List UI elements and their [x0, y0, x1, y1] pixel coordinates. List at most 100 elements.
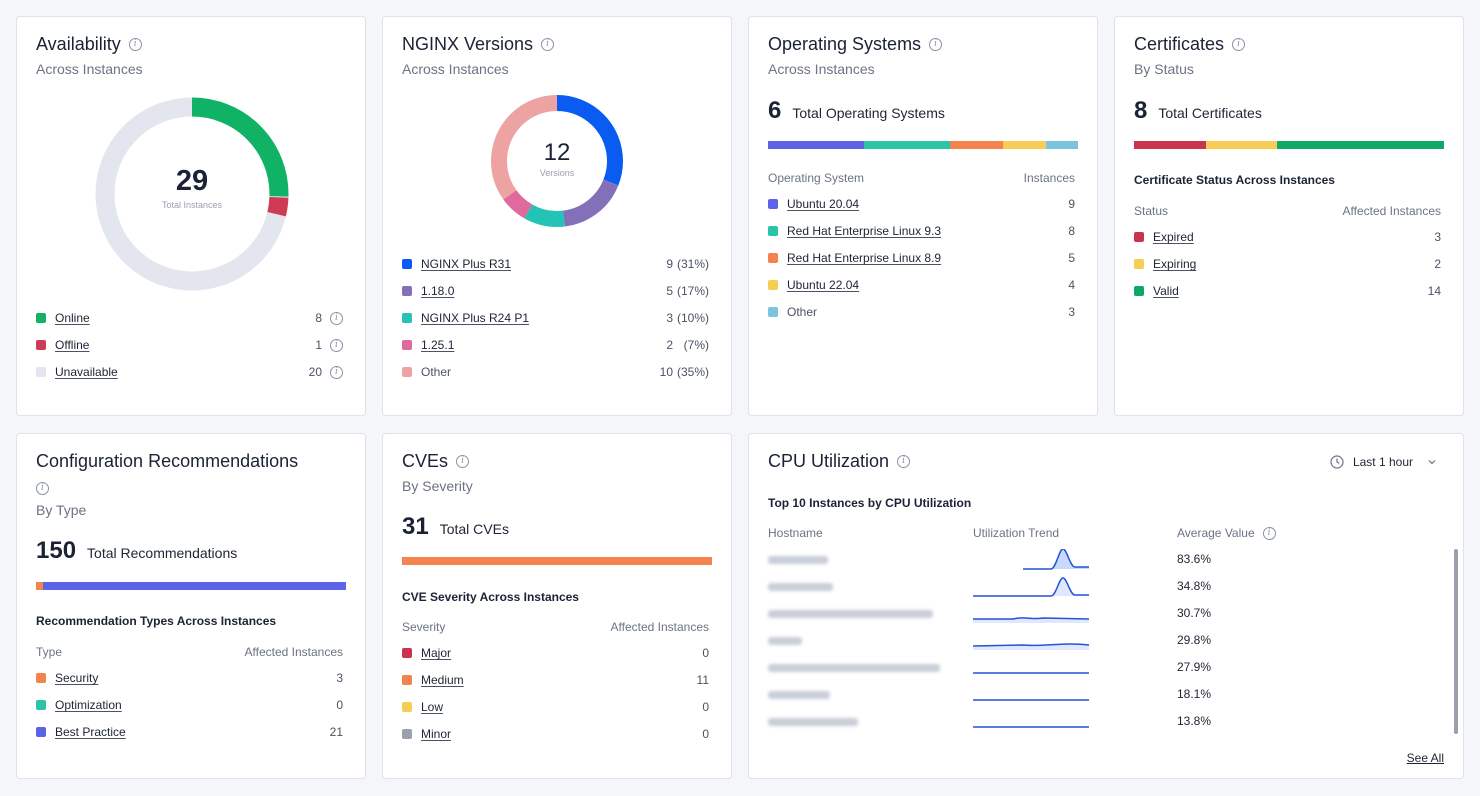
- config-recommendations-subtitle: By Type: [36, 502, 87, 518]
- bar-segment-ubuntu-22-04[interactable]: [1003, 141, 1046, 149]
- legend-row-nginx-plus-r24-p1[interactable]: NGINX Plus R24 P1 3 (10%): [402, 308, 709, 328]
- legend-label[interactable]: 1.18.0: [421, 284, 455, 298]
- legend-label[interactable]: Best Practice: [55, 725, 126, 739]
- list-item[interactable]: Expiring 2: [1134, 254, 1441, 274]
- list-item[interactable]: Optimization 0: [36, 695, 343, 715]
- hostname-blurred[interactable]: [768, 583, 833, 591]
- table-row[interactable]: 29.8%: [768, 630, 1423, 652]
- bar-segment-best-practice[interactable]: [42, 582, 346, 590]
- donut-segment-online[interactable]: [95, 97, 289, 291]
- legend-label[interactable]: Online: [55, 311, 90, 325]
- list-item[interactable]: Red Hat Enterprise Linux 8.9 5: [768, 248, 1075, 268]
- bar-segment-valid[interactable]: [1277, 141, 1444, 149]
- see-all-link[interactable]: See All: [1406, 751, 1444, 765]
- legend-label[interactable]: Ubuntu 20.04: [787, 197, 860, 211]
- cves-bar[interactable]: [402, 557, 712, 565]
- info-icon[interactable]: i: [897, 455, 911, 468]
- legend-label[interactable]: Red Hat Enterprise Linux 9.3: [787, 224, 942, 238]
- info-icon[interactable]: i: [128, 38, 142, 51]
- legend-value: 21: [329, 725, 343, 739]
- list-item[interactable]: Low 0: [402, 697, 709, 717]
- legend-label[interactable]: Red Hat Enterprise Linux 8.9: [787, 251, 942, 265]
- legend-label[interactable]: Valid: [1153, 284, 1179, 298]
- bar-segment-rhel-8-9[interactable]: [949, 141, 1004, 149]
- scrollbar[interactable]: [1454, 549, 1458, 734]
- legend-label[interactable]: Major: [421, 646, 452, 660]
- bar-segment-medium[interactable]: [402, 557, 712, 565]
- legend-label[interactable]: Expiring: [1153, 257, 1197, 271]
- info-icon[interactable]: i: [36, 482, 49, 495]
- hostname-blurred[interactable]: [768, 664, 940, 672]
- legend-row-offline[interactable]: Offline 1 i: [36, 335, 343, 355]
- legend-label[interactable]: NGINX Plus R24 P1: [421, 311, 530, 325]
- info-icon[interactable]: i: [330, 365, 343, 379]
- list-item[interactable]: Ubuntu 20.04 9: [768, 194, 1075, 214]
- info-icon[interactable]: i: [1232, 38, 1246, 51]
- legend-value: 3: [1434, 230, 1441, 244]
- bar-segment-rhel-9-3[interactable]: [864, 141, 950, 149]
- table-row[interactable]: 13.8%: [768, 711, 1423, 733]
- legend-row-online[interactable]: Online 8 i: [36, 308, 343, 328]
- list-item[interactable]: Expired 3: [1134, 227, 1441, 247]
- column-status: Status: [1134, 204, 1169, 218]
- donut-segment-nginx-plus-r24-p1[interactable]: [491, 95, 623, 227]
- cves-title: CVEs i: [402, 451, 470, 472]
- bar-segment-security[interactable]: [36, 582, 43, 590]
- legend-row-unavailable[interactable]: Unavailable 20 i: [36, 362, 343, 382]
- time-range-select[interactable]: Last 1 hour: [1330, 455, 1437, 469]
- legend-label[interactable]: Offline: [55, 338, 90, 352]
- swatch: [36, 340, 46, 350]
- table-row[interactable]: 30.7%: [768, 603, 1423, 625]
- legend-label[interactable]: Medium: [421, 673, 464, 687]
- list-item[interactable]: Ubuntu 22.04 4: [768, 275, 1075, 295]
- config-recommendations-bar[interactable]: [36, 582, 346, 590]
- hostname-blurred[interactable]: [768, 637, 802, 645]
- hostname-blurred[interactable]: [768, 718, 858, 726]
- table-row[interactable]: 18.1%: [768, 684, 1423, 706]
- table-row[interactable]: 34.8%: [768, 576, 1423, 598]
- info-icon[interactable]: i: [1262, 526, 1276, 540]
- legend-label[interactable]: Security: [55, 671, 99, 685]
- table-row[interactable]: 27.9%: [768, 657, 1423, 679]
- bar-segment-other[interactable]: [1045, 141, 1078, 149]
- legend-row-1-25-1[interactable]: 1.25.1 2 (7%): [402, 335, 709, 355]
- bar-segment-ubuntu-20-04[interactable]: [768, 141, 865, 149]
- list-item[interactable]: Best Practice 21: [36, 722, 343, 742]
- list-item[interactable]: Valid 14: [1134, 281, 1441, 301]
- bar-segment-expiring[interactable]: [1205, 141, 1278, 149]
- legend-label[interactable]: Minor: [421, 727, 452, 741]
- hostname-blurred[interactable]: [768, 556, 828, 564]
- legend-label[interactable]: Low: [421, 700, 444, 714]
- legend-label[interactable]: Optimization: [55, 698, 122, 712]
- info-icon[interactable]: i: [929, 38, 943, 51]
- list-item[interactable]: Security 3: [36, 668, 343, 688]
- legend-label[interactable]: Ubuntu 22.04: [787, 278, 860, 292]
- certificates-bar[interactable]: [1134, 141, 1444, 149]
- legend-label[interactable]: NGINX Plus R31: [421, 257, 512, 271]
- legend-label[interactable]: Unavailable: [55, 365, 118, 379]
- table-row[interactable]: 83.6%: [768, 549, 1423, 571]
- certificates-title: Certificates i: [1134, 34, 1246, 55]
- certificates-card: Certificates i By Status 8 Total Certific…: [1114, 16, 1464, 416]
- list-item[interactable]: Red Hat Enterprise Linux 9.3 8: [768, 221, 1075, 241]
- legend-label[interactable]: 1.25.1: [421, 338, 455, 352]
- info-icon[interactable]: i: [541, 38, 555, 51]
- donut-segment-other[interactable]: [491, 95, 623, 227]
- legend-label[interactable]: Expired: [1153, 230, 1194, 244]
- legend-value: 9: [666, 257, 673, 271]
- hostname-blurred[interactable]: [768, 691, 830, 699]
- hostname-blurred[interactable]: [768, 610, 933, 618]
- list-item[interactable]: Major 0: [402, 643, 709, 663]
- bar-segment-expired[interactable]: [1134, 141, 1206, 149]
- legend-row-nginx-plus-r31[interactable]: NGINX Plus R31 9 (31%): [402, 254, 709, 274]
- nginx-versions-donut[interactable]: [489, 93, 625, 229]
- info-icon[interactable]: i: [456, 455, 470, 468]
- info-icon[interactable]: i: [330, 338, 343, 352]
- list-item[interactable]: Medium 11: [402, 670, 709, 690]
- list-item[interactable]: Minor 0: [402, 724, 709, 744]
- info-icon[interactable]: i: [330, 311, 343, 325]
- availability-donut[interactable]: [92, 94, 292, 294]
- legend-row-1-18-0[interactable]: 1.18.0 5 (17%): [402, 281, 709, 301]
- operating-systems-bar[interactable]: [768, 141, 1078, 149]
- nginx-versions-total-label: Versions: [539, 168, 575, 178]
